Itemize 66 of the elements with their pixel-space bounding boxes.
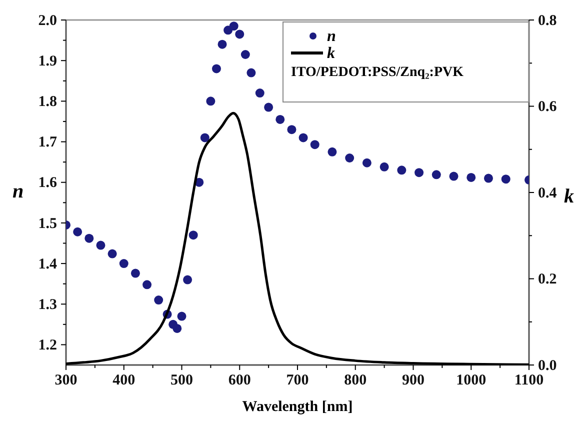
y-tick-label: 2.0 bbox=[38, 12, 57, 29]
legend-label: k bbox=[327, 45, 335, 62]
point bbox=[276, 114, 285, 124]
y2-tick-label: 0.0 bbox=[538, 358, 557, 374]
point bbox=[142, 280, 152, 290]
y-tick-label: 1.4 bbox=[38, 256, 58, 272]
y2-tick-label: 0.2 bbox=[538, 272, 557, 288]
point bbox=[119, 259, 128, 268]
point bbox=[96, 240, 106, 250]
point bbox=[484, 174, 493, 183]
y-axis-title: n bbox=[12, 180, 24, 202]
y2-tick-label: 0.6 bbox=[538, 99, 558, 116]
y2-tick-label: 0.8 bbox=[538, 12, 557, 29]
point bbox=[206, 96, 216, 106]
y2-axis-title: k bbox=[564, 186, 574, 208]
x-tick-label: 1100 bbox=[514, 372, 544, 389]
x-tick-label: 900 bbox=[402, 372, 424, 389]
point bbox=[229, 22, 238, 31]
point bbox=[84, 234, 94, 243]
point bbox=[328, 147, 337, 156]
point bbox=[501, 174, 510, 184]
y-tick-label: 1.6 bbox=[38, 175, 58, 192]
y-tick-label: 1.7 bbox=[38, 134, 58, 151]
point bbox=[397, 166, 406, 175]
point bbox=[466, 172, 476, 182]
point bbox=[449, 172, 458, 181]
y-tick-label: 1.2 bbox=[38, 338, 57, 354]
x-tick-label: 600 bbox=[228, 372, 251, 389]
point bbox=[414, 168, 424, 178]
point bbox=[212, 64, 221, 74]
point bbox=[255, 88, 264, 98]
point bbox=[154, 296, 164, 305]
x-tick-label: 800 bbox=[344, 372, 367, 389]
point bbox=[246, 68, 256, 78]
point bbox=[183, 275, 192, 284]
y-tick-label: 1.5 bbox=[38, 216, 57, 232]
point bbox=[345, 154, 354, 162]
x-tick-label: 500 bbox=[170, 372, 193, 389]
x-axis-title: Wavelength [nm] bbox=[242, 399, 353, 415]
y2-tick-label: 0.4 bbox=[538, 185, 558, 202]
legend-label: n bbox=[327, 28, 336, 45]
x-tick-label: 700 bbox=[286, 372, 309, 389]
x-tick-label: 1000 bbox=[456, 372, 486, 389]
point bbox=[362, 158, 372, 168]
point bbox=[188, 230, 198, 240]
point bbox=[200, 133, 210, 142]
point bbox=[177, 312, 186, 321]
point bbox=[264, 102, 274, 112]
point bbox=[298, 133, 308, 142]
y-tick-label: 1.8 bbox=[38, 94, 57, 110]
point bbox=[380, 162, 389, 172]
point bbox=[130, 268, 140, 278]
point bbox=[172, 324, 182, 333]
point bbox=[235, 30, 244, 39]
y-tick-label: 1.3 bbox=[38, 296, 57, 313]
point bbox=[310, 140, 320, 150]
point bbox=[108, 249, 117, 258]
point bbox=[287, 125, 296, 134]
annotation: ITO/PEDOT:PSS/Znq₂:PVK bbox=[291, 65, 464, 80]
point bbox=[218, 40, 227, 49]
y-tick-label: 1.9 bbox=[38, 53, 57, 70]
point bbox=[73, 227, 82, 236]
x-tick-label: 300 bbox=[54, 372, 78, 389]
point bbox=[240, 50, 250, 59]
x-tick-label: 400 bbox=[112, 372, 136, 389]
point bbox=[432, 170, 441, 180]
